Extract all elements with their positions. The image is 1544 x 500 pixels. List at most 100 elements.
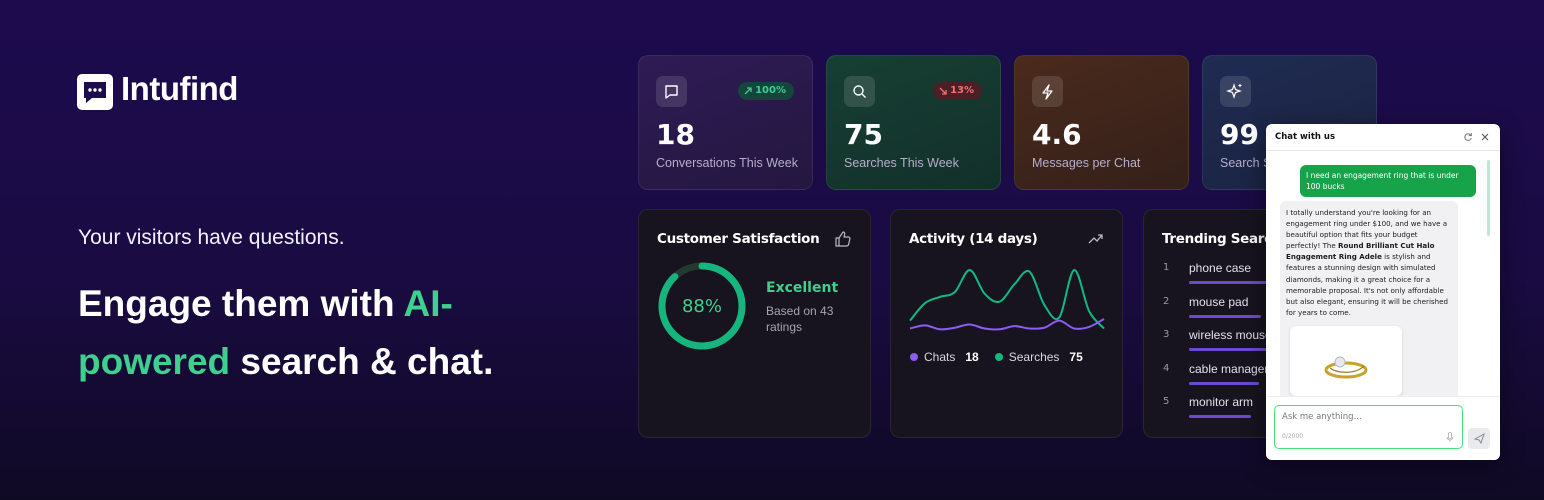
- search-term: wireless mouse: [1189, 328, 1272, 342]
- logo-glyph: [84, 82, 106, 103]
- close-button[interactable]: [1480, 132, 1490, 142]
- send-button[interactable]: [1468, 428, 1490, 449]
- ring-percent: 88%: [682, 296, 722, 317]
- chat-header: [1266, 124, 1500, 151]
- decoration: [1226, 83, 1242, 99]
- legend-label: Chats: [924, 350, 956, 364]
- decoration: [1042, 84, 1053, 100]
- rank: 5: [1163, 396, 1170, 407]
- panel-title: Customer Satisfaction: [657, 231, 820, 247]
- stat-label: Searches This Week: [844, 156, 959, 170]
- icon: [1220, 76, 1251, 107]
- icon: [844, 76, 875, 107]
- stat-label: Messages per Chat: [1032, 156, 1141, 170]
- popularity-bar: [1189, 381, 1259, 385]
- headline: Engage them with AI-powered search & cha…: [78, 275, 558, 391]
- panel-title: Activity (14 days): [909, 231, 1038, 247]
- rank: 2: [1163, 295, 1170, 307]
- activity-card: Activity (14 days) Chats 18 Searches 75: [890, 209, 1123, 438]
- rank: 1: [1163, 262, 1170, 273]
- headline-text: search & chat.: [230, 341, 494, 382]
- chat-widget: Chat with us I need an engagement ring t…: [1266, 124, 1500, 460]
- headline-text: Engage them with: [78, 283, 404, 324]
- decoration: [98, 88, 102, 92]
- popularity-bar: [1189, 314, 1261, 318]
- stat-value: 18: [656, 118, 695, 151]
- ring-arc: [658, 262, 746, 350]
- decoration: [744, 87, 752, 95]
- icon: [1032, 76, 1063, 107]
- stat-value: 99: [1220, 118, 1259, 151]
- popularity-bar: [1189, 415, 1251, 418]
- mic-button[interactable]: [1446, 432, 1454, 442]
- decoration: [1446, 436, 1454, 442]
- rating-text: Excellent: [766, 280, 839, 296]
- brand-name: Intufind: [121, 70, 238, 107]
- thumbs-up-icon: [835, 231, 851, 247]
- trend-badge: 100%: [738, 82, 794, 100]
- decoration: [665, 85, 678, 99]
- decoration: [1464, 133, 1472, 141]
- product-card: [1290, 326, 1402, 396]
- bot-text-bold: Round Brilliant Cut Halo Engagement Ring…: [1286, 241, 1435, 262]
- popularity-bar: [1189, 281, 1273, 284]
- stat-label: Conversations This Week: [656, 156, 798, 170]
- legend: Chats 18 Searches 75: [910, 350, 1083, 364]
- scrollbar: [1487, 160, 1490, 236]
- decoration: [1329, 365, 1365, 373]
- decoration: [1334, 356, 1346, 368]
- legend-total: 18: [965, 350, 979, 364]
- rank: 4: [1163, 362, 1170, 374]
- icon: [656, 76, 687, 107]
- decoration: [1448, 432, 1452, 439]
- search-term: monitor arm: [1189, 395, 1254, 409]
- badge-text: 100%: [755, 85, 786, 96]
- decoration: [93, 88, 97, 92]
- legend-total: 75: [1069, 350, 1083, 364]
- rating-note: Based on 43 ratings: [766, 304, 834, 334]
- user-message: I need an engagement ring that is under …: [1300, 165, 1476, 197]
- decoration: [88, 88, 92, 92]
- legend-item: Searches 75: [994, 350, 1083, 364]
- headline-highlight: AI-powered: [78, 283, 453, 382]
- decoration: [853, 85, 866, 98]
- search-term: phone case: [1189, 261, 1252, 275]
- decoration: [84, 82, 106, 103]
- tagline: Your visitors have questions.: [78, 226, 345, 249]
- decoration: [665, 85, 678, 99]
- satisfaction-card: Customer Satisfaction 88% Excellent Base…: [638, 209, 871, 438]
- stat-value: 4.6: [1032, 118, 1082, 151]
- stat-card: 4.6 Messages per Chat: [1014, 55, 1189, 190]
- stat-card: 13% 75 Searches This Week: [826, 55, 1001, 190]
- refresh-button[interactable]: [1463, 132, 1473, 142]
- badge-text: 13%: [950, 85, 974, 96]
- activity-chart: [909, 268, 1105, 331]
- search-term: cable manager: [1189, 361, 1269, 376]
- chat-input[interactable]: [1274, 405, 1463, 449]
- decoration: [1042, 84, 1053, 100]
- stat-value: 75: [844, 118, 883, 151]
- decoration: [1226, 83, 1242, 99]
- decoration: [1088, 234, 1103, 244]
- rank: 3: [1163, 329, 1170, 340]
- line-series: [909, 318, 1105, 331]
- decoration: [861, 93, 866, 98]
- legend-item: Chats 18: [910, 350, 979, 364]
- decoration: [1481, 133, 1489, 141]
- product-image: [1324, 356, 1368, 379]
- chat-title: Chat with us: [1275, 132, 1335, 142]
- bot-text: is stylish and features a stunning desig…: [1286, 252, 1448, 317]
- popularity-bar: [1189, 348, 1285, 351]
- legend-swatch: [994, 353, 1003, 361]
- bot-text: I totally understand you're looking for …: [1286, 208, 1448, 251]
- decoration: [1473, 432, 1485, 445]
- input-placeholder: Ask me anything...: [1282, 412, 1362, 422]
- decoration: [835, 231, 851, 247]
- logo-icon: [77, 74, 113, 110]
- search-term: mouse pad: [1189, 294, 1249, 309]
- stat-label: Search S: [1220, 156, 1272, 170]
- decoration: [1238, 84, 1242, 87]
- legend-label: Searches: [1008, 350, 1060, 364]
- decoration: [744, 87, 752, 95]
